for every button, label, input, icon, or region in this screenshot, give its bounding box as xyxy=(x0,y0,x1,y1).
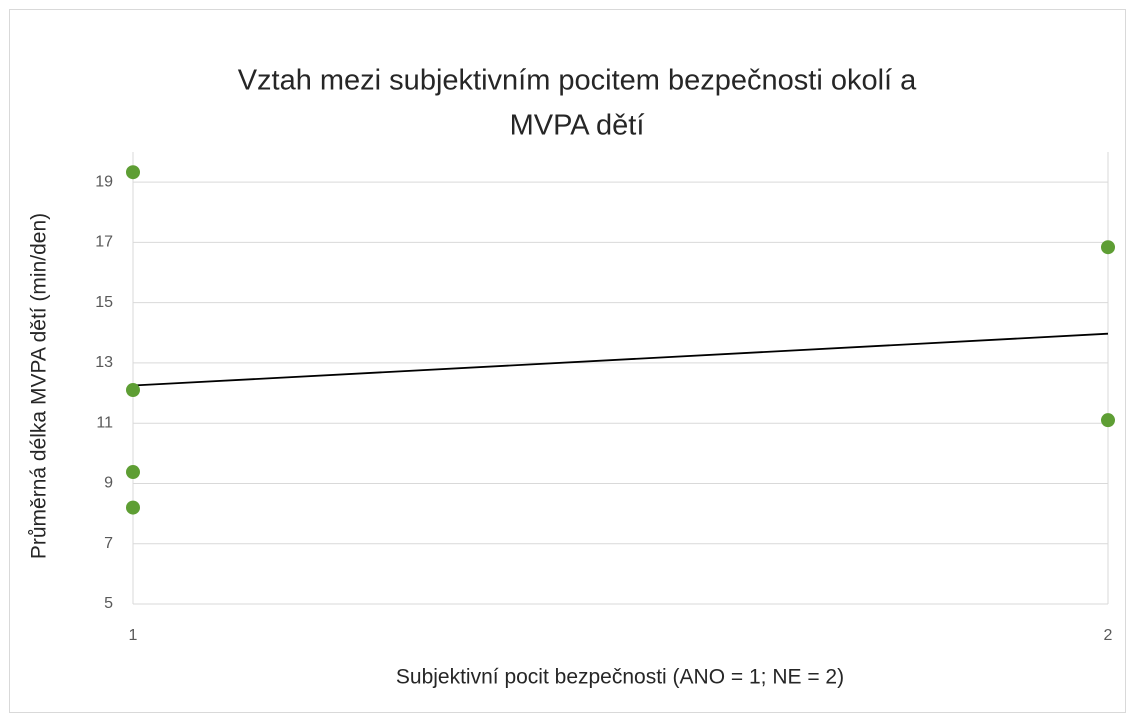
x-tick-label: 2 xyxy=(1104,627,1113,644)
y-tick-label: 5 xyxy=(104,595,113,612)
data-point xyxy=(126,500,140,515)
y-tick-label: 7 xyxy=(104,535,113,552)
chart-border xyxy=(9,9,1126,713)
trendline xyxy=(132,332,1109,387)
x-tick-label: 1 xyxy=(129,627,138,644)
y-tick-label: 17 xyxy=(95,234,113,251)
y-tick-label: 13 xyxy=(95,354,113,371)
data-point xyxy=(1101,240,1115,255)
chart-title: MVPA dětí xyxy=(510,110,645,142)
y-tick-label: 11 xyxy=(96,414,113,431)
y-tick-label: 9 xyxy=(104,475,113,492)
data-point xyxy=(126,383,140,398)
y-tick-label: 19 xyxy=(95,173,113,190)
data-point xyxy=(126,465,140,480)
data-point xyxy=(1101,413,1115,428)
y-axis-label: Průměrná délka MVPA dětí (min/den) xyxy=(28,213,51,559)
y-tick-label: 15 xyxy=(95,294,113,311)
chart-title: Vztah mezi subjektivním pocitem bezpečno… xyxy=(238,65,917,97)
x-axis-label: Subjektivní pocit bezpečnosti (ANO = 1; … xyxy=(396,666,844,689)
data-point xyxy=(126,165,140,180)
